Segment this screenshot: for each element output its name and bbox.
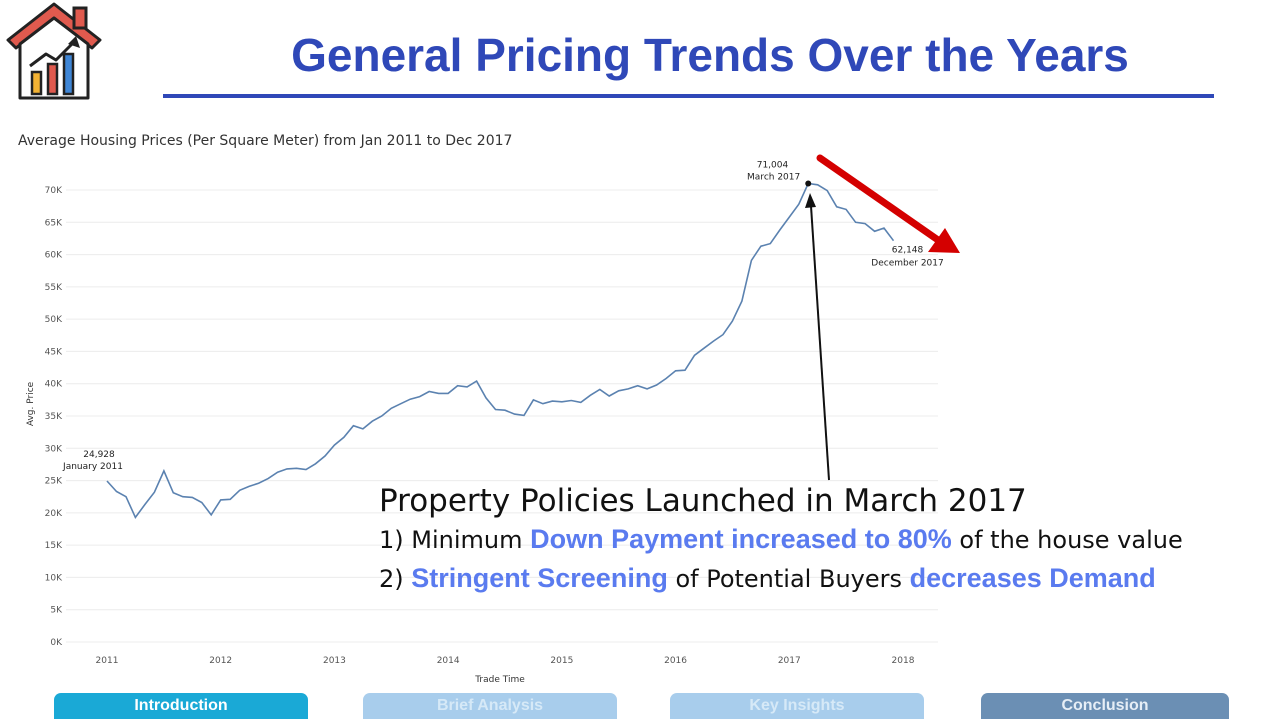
tab-conclusion[interactable]: Conclusion xyxy=(981,693,1229,719)
annotation-value: 24,928 xyxy=(83,450,115,460)
downtrend-arrow xyxy=(816,154,960,253)
chart-title: Average Housing Prices (Per Square Meter… xyxy=(18,133,513,149)
x-tick-label: 2012 xyxy=(209,656,232,666)
y-tick-label: 20K xyxy=(45,509,63,519)
tab-introduction[interactable]: Introduction xyxy=(54,693,308,719)
annotation-label: March 2017 xyxy=(747,173,800,183)
section-nav: Introduction Brief Analysis Key Insights… xyxy=(0,693,1273,719)
y-tick-label: 35K xyxy=(45,412,63,422)
x-tick-label: 2014 xyxy=(437,656,460,666)
policy-item-1-prefix: 1) Minimum xyxy=(379,526,531,554)
y-tick-label: 55K xyxy=(45,283,63,293)
y-tick-label: 50K xyxy=(45,315,63,325)
policy-callout: Property Policies Launched in March 2017… xyxy=(379,482,1269,598)
policy-item-2-prefix: 2) xyxy=(379,565,412,593)
policy-item-2-highlight-2: decreases Demand xyxy=(909,563,1156,593)
policy-item-1-suffix: of the house value xyxy=(951,526,1183,554)
y-tick-label: 45K xyxy=(45,347,63,357)
annotation-label: January 2011 xyxy=(62,462,123,472)
y-tick-label: 0K xyxy=(50,638,63,648)
y-tick-label: 60K xyxy=(45,251,63,261)
policy-heading: Property Policies Launched in March 2017 xyxy=(379,483,1027,519)
x-tick-label: 2013 xyxy=(323,656,346,666)
x-tick-label: 2018 xyxy=(892,656,915,666)
y-tick-label: 10K xyxy=(45,573,63,583)
price-series-line xyxy=(106,182,895,519)
y-tick-label: 65K xyxy=(45,218,63,228)
title-underline xyxy=(163,94,1214,98)
policy-pointer-arrow xyxy=(805,193,830,481)
page-title: General Pricing Trends Over the Years xyxy=(291,29,1129,81)
annotation-label: December 2017 xyxy=(871,259,943,269)
annotation-value: 62,148 xyxy=(892,246,924,256)
y-tick-label: 70K xyxy=(45,186,63,196)
policy-item-2-highlight-1: Stringent Screening xyxy=(411,563,668,593)
y-tick-label: 30K xyxy=(45,444,63,454)
annotation-value: 71,004 xyxy=(757,161,789,171)
x-axis-label: Trade Time xyxy=(474,675,525,685)
tab-key-insights[interactable]: Key Insights xyxy=(670,693,924,719)
y-tick-label: 15K xyxy=(45,541,63,551)
y-tick-label: 25K xyxy=(45,477,63,487)
policy-item-2: 2) Stringent Screening of Potential Buye… xyxy=(379,559,1269,598)
policy-item-2-mid: of Potential Buyers xyxy=(667,565,910,593)
x-tick-label: 2017 xyxy=(778,656,801,666)
y-tick-label: 5K xyxy=(50,606,63,616)
x-tick-label: 2016 xyxy=(664,656,687,666)
peak-marker xyxy=(805,180,812,187)
policy-item-1: 1) Minimum Down Payment increased to 80%… xyxy=(379,520,1269,559)
y-tick-label: 40K xyxy=(45,380,63,390)
tab-brief-analysis[interactable]: Brief Analysis xyxy=(363,693,617,719)
y-axis-label: Avg. Price xyxy=(26,381,36,426)
house-chart-icon xyxy=(6,2,102,100)
policy-item-1-highlight: Down Payment increased to 80% xyxy=(530,524,952,554)
x-tick-label: 2015 xyxy=(550,656,573,666)
x-tick-label: 2011 xyxy=(96,656,119,666)
